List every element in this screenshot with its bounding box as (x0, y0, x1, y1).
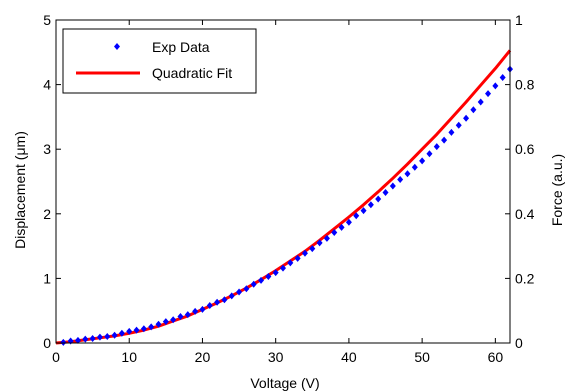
data-point (353, 212, 360, 220)
y-tick-label: 3 (43, 141, 51, 157)
legend-entry-exp-data: Exp Data (114, 39, 210, 55)
x-axis-label: Voltage (V) (250, 375, 319, 391)
x-tick-label: 40 (341, 349, 357, 365)
x-tick-label: 30 (268, 349, 284, 365)
data-point (463, 114, 470, 122)
data-point (236, 288, 243, 296)
x-tick-label: 20 (195, 349, 211, 365)
data-point (294, 254, 301, 262)
data-point (82, 335, 89, 343)
data-point (118, 329, 125, 337)
legend: Exp Data Quadratic Fit (62, 28, 257, 94)
data-point (177, 313, 184, 321)
data-point (96, 333, 103, 341)
data-point (301, 249, 308, 257)
data-point (60, 338, 67, 346)
data-point (67, 337, 74, 345)
y2-tick-label: 0.2 (515, 270, 535, 286)
fit-line (55, 49, 512, 345)
data-point (140, 325, 147, 333)
data-point (345, 218, 352, 226)
data-point (485, 90, 492, 98)
data-point (265, 272, 272, 280)
data-point (89, 334, 96, 342)
y2-tick-label: 0 (515, 335, 523, 351)
data-point (126, 327, 133, 335)
data-point (360, 207, 367, 215)
data-point (155, 320, 162, 328)
y-axis-label-mu: μ (12, 147, 28, 155)
y-tick-label: 1 (43, 270, 51, 286)
y-axis-label-text: Displacement ( (12, 155, 28, 249)
y-tick-label: 0 (43, 335, 51, 351)
legend-marker-exp-data (114, 43, 120, 50)
data-point (323, 234, 330, 242)
data-point (184, 311, 191, 319)
data-point (206, 302, 213, 310)
data-point (162, 318, 169, 326)
data-point (170, 316, 177, 324)
legend-box (62, 28, 257, 94)
data-point (133, 326, 140, 334)
data-point (477, 98, 484, 106)
x-tick-label: 60 (488, 349, 504, 365)
y2-tick-label: 0.8 (515, 77, 535, 93)
data-point (250, 280, 257, 288)
legend-label-quadratic-fit: Quadratic Fit (152, 65, 232, 81)
y2-axis-label: Force (a.u.) (549, 154, 565, 226)
data-point (280, 264, 286, 272)
data-point (397, 176, 404, 184)
data-point (243, 285, 250, 293)
data-point (411, 163, 418, 171)
data-point (455, 121, 462, 129)
data-point (214, 298, 221, 306)
data-point (404, 170, 411, 178)
data-point (331, 229, 338, 237)
data-point (287, 259, 294, 267)
x-tick-label: 10 (121, 349, 137, 365)
data-point (426, 150, 433, 158)
data-point (221, 296, 228, 304)
y-tick-label: 5 (43, 12, 51, 28)
x-tick-label: 0 (52, 349, 60, 365)
data-point (316, 239, 323, 247)
data-point (499, 73, 506, 81)
data-point (433, 143, 440, 151)
legend-label-exp-data: Exp Data (152, 39, 210, 55)
data-point (382, 188, 389, 196)
data-point (419, 157, 426, 165)
data-point (148, 323, 155, 331)
y-tick-label: 4 (43, 77, 51, 93)
data-point (338, 223, 345, 231)
data-point (258, 276, 265, 284)
data-point (228, 292, 235, 300)
y2-tick-label: 1 (515, 12, 523, 28)
y-axis-label: Displacement (μm) (12, 131, 28, 249)
data-point (470, 106, 477, 114)
x-tick-label: 50 (414, 349, 430, 365)
y2-tick-label: 0.4 (515, 206, 535, 222)
data-point (309, 245, 316, 253)
legend-entry-quadratic-fit: Quadratic Fit (76, 65, 232, 81)
data-point (74, 336, 81, 344)
y2-tick-label: 0.6 (515, 141, 535, 157)
plot-area (55, 49, 513, 346)
data-point (389, 182, 396, 190)
y-axis-label-unit-tail: m) (12, 131, 28, 147)
data-point (111, 331, 118, 339)
data-point (441, 136, 448, 144)
data-point (367, 201, 374, 209)
axes-frame (55, 19, 511, 344)
data-point (192, 307, 199, 315)
data-point (492, 82, 499, 90)
data-point (375, 195, 382, 203)
y-tick-label: 2 (43, 206, 51, 222)
data-point (104, 333, 111, 341)
data-point (272, 269, 279, 277)
data-point (448, 128, 455, 136)
data-point (199, 305, 206, 313)
